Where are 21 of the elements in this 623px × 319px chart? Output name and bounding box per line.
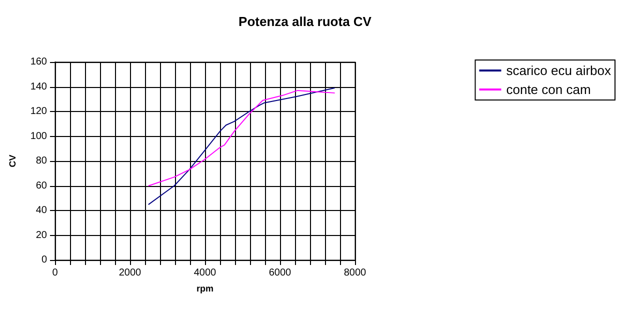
y-tick-label: 0 — [41, 254, 48, 266]
y-tick-label: 140 — [30, 81, 48, 92]
x-tick-label: 4000 — [194, 268, 217, 278]
y-tick-label: 100 — [30, 130, 48, 142]
x-axis-title: rpm — [196, 284, 214, 294]
x-tick-label: 0 — [52, 268, 58, 278]
y-tick-label: 20 — [36, 230, 48, 241]
y-tick-label: 80 — [36, 156, 48, 166]
x-tick-label: 2000 — [118, 268, 142, 278]
x-tick-label: 8000 — [344, 268, 367, 278]
chart-title: Potenza alla ruota CV — [238, 14, 372, 29]
y-tick-label: 60 — [36, 180, 48, 192]
line-series — [148, 90, 335, 186]
legend-label: conte con cam — [506, 82, 591, 97]
y-axis-title: CV — [8, 154, 18, 168]
y-tick-label: 120 — [30, 106, 48, 117]
line-series — [148, 87, 335, 205]
y-tick-label: 40 — [36, 205, 48, 216]
y-tick-label: 160 — [30, 56, 48, 68]
legend-label: scarico ecu airbox — [506, 63, 612, 78]
x-tick-label: 6000 — [268, 268, 292, 278]
